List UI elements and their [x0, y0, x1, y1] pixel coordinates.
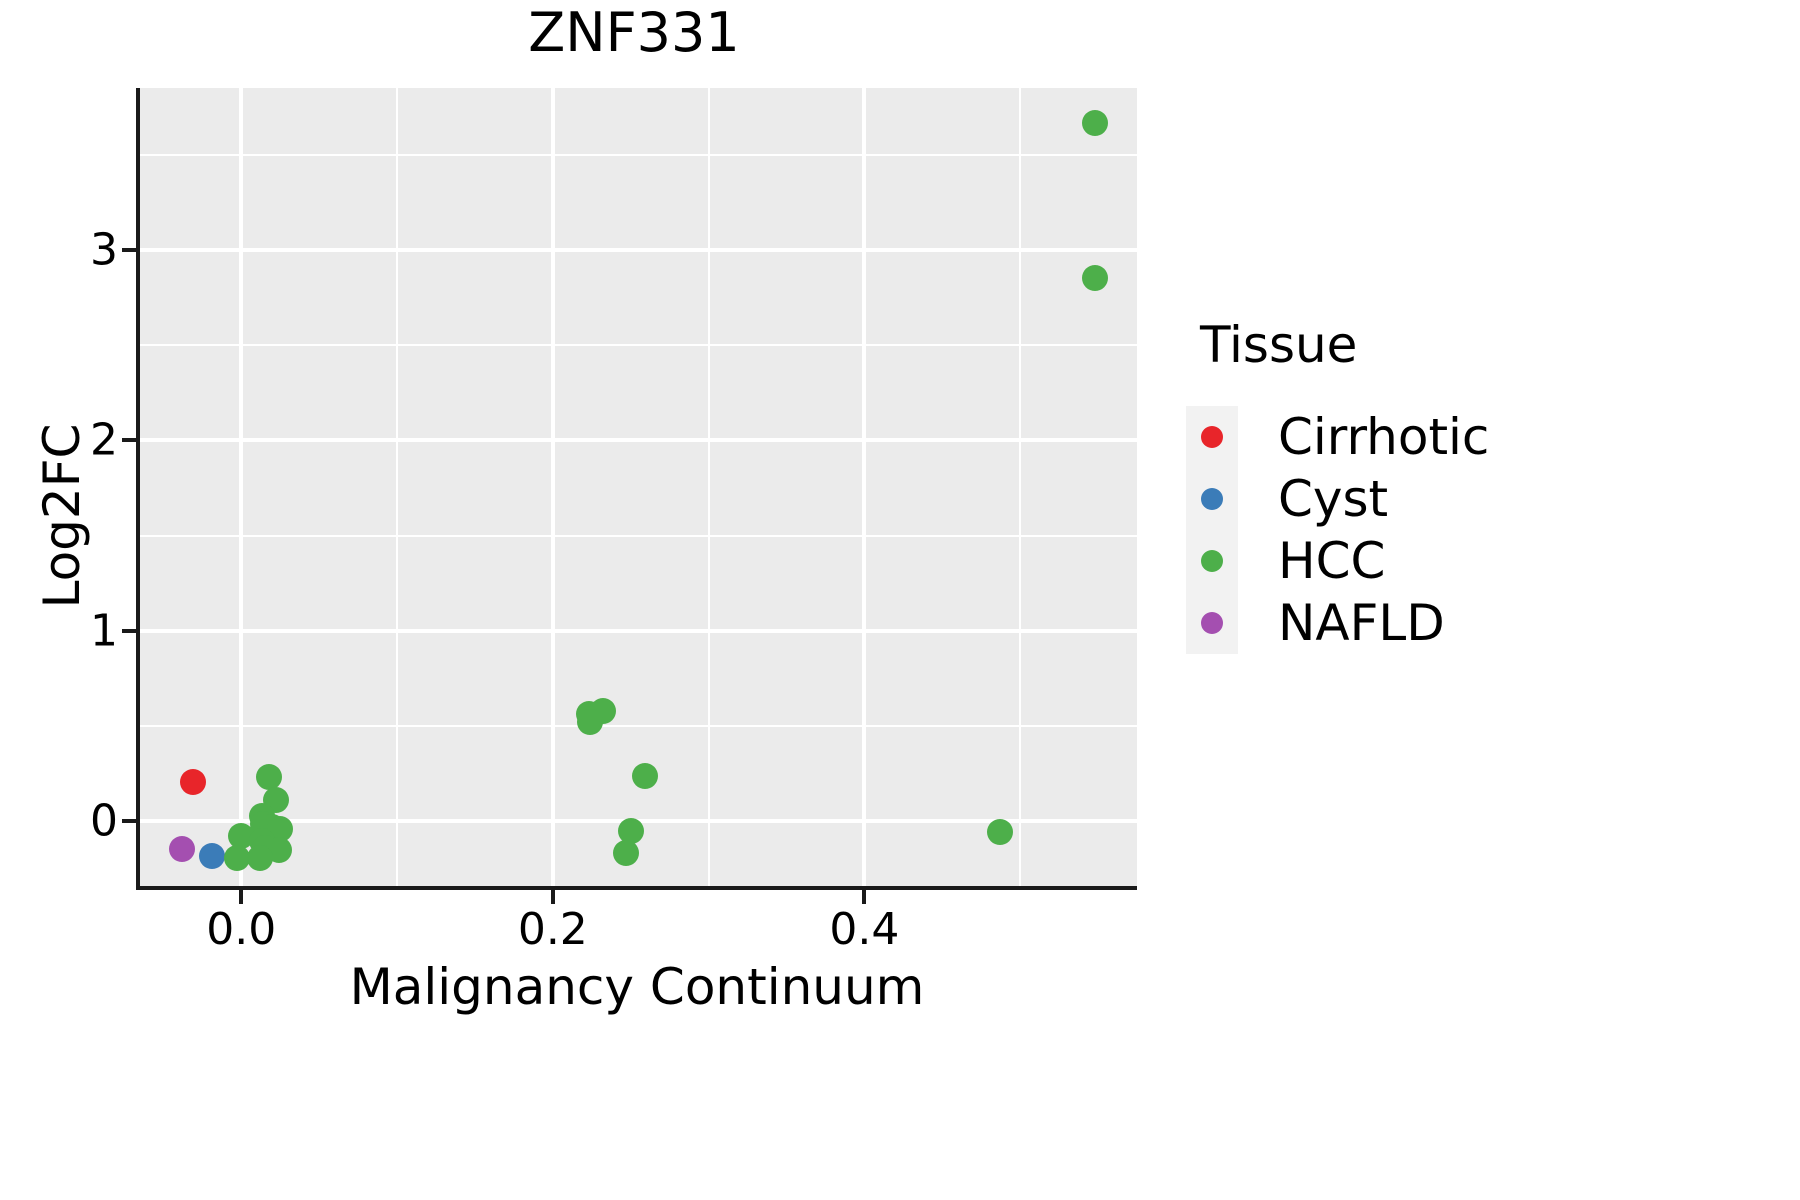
- legend-dot-icon: [1201, 550, 1223, 572]
- y-axis-line: [136, 88, 140, 886]
- legend: Tissue Cirrhotic Cyst HCC NAFLD: [1186, 320, 1786, 654]
- legend-item-label: Cyst: [1278, 470, 1389, 528]
- x-axis-tick-label: 0.0: [206, 904, 277, 955]
- data-point: [631, 762, 658, 789]
- x-axis-title: Malignancy Continuum: [349, 958, 925, 1016]
- gridline-major-horizontal: [140, 247, 1137, 252]
- legend-dot-icon: [1201, 426, 1223, 448]
- legend-dot-icon: [1201, 488, 1223, 510]
- legend-item-cyst[interactable]: Cyst: [1186, 468, 1786, 530]
- y-axis-tick: [122, 438, 136, 443]
- legend-dot-icon: [1201, 612, 1223, 634]
- gridline-minor-horizontal: [140, 344, 1137, 347]
- data-point: [577, 709, 604, 736]
- gridline-major-vertical: [550, 88, 555, 886]
- legend-item-hcc[interactable]: HCC: [1186, 530, 1786, 592]
- y-axis-tick-label: 3: [90, 224, 118, 276]
- legend-key-swatch: [1186, 592, 1238, 654]
- data-point: [223, 845, 250, 871]
- legend-key-swatch: [1186, 406, 1238, 468]
- data-point: [246, 845, 273, 872]
- gridline-minor-vertical: [707, 88, 710, 886]
- x-axis-line: [136, 886, 1137, 890]
- gridline-minor-horizontal: [140, 153, 1137, 156]
- y-axis-tick: [122, 247, 136, 252]
- gridline-major-vertical: [862, 88, 867, 886]
- y-axis-tick-label: 1: [90, 605, 118, 657]
- data-point: [169, 836, 196, 863]
- y-axis-tick-label: 0: [90, 795, 118, 847]
- data-point: [179, 769, 206, 796]
- data-point: [613, 839, 640, 866]
- legend-key-swatch: [1186, 530, 1238, 592]
- y-axis-title: Log2FC: [33, 423, 91, 609]
- x-axis-tick-label: 0.4: [829, 904, 900, 955]
- y-axis-tick: [122, 819, 136, 824]
- legend-items: Cirrhotic Cyst HCC NAFLD: [1186, 406, 1786, 654]
- gridline-minor-horizontal: [140, 725, 1137, 728]
- legend-key-swatch: [1186, 468, 1238, 530]
- legend-item-label: NAFLD: [1278, 594, 1445, 652]
- gridline-minor-vertical: [396, 88, 399, 886]
- y-axis-tick-label: 2: [90, 414, 118, 466]
- x-axis-tick: [550, 890, 555, 904]
- legend-item-nafld[interactable]: NAFLD: [1186, 592, 1786, 654]
- legend-item-cirrhotic[interactable]: Cirrhotic: [1186, 406, 1786, 468]
- legend-item-label: Cirrhotic: [1278, 408, 1490, 466]
- data-point: [617, 817, 644, 844]
- y-axis-tick: [122, 628, 136, 633]
- gridline-major-horizontal: [140, 628, 1137, 633]
- chart-title: ZNF331: [528, 1, 740, 64]
- data-point: [256, 764, 283, 791]
- gridline-major-horizontal: [140, 438, 1137, 443]
- data-point: [1081, 110, 1108, 137]
- x-axis-tick: [862, 890, 867, 904]
- data-point: [1081, 265, 1108, 292]
- x-axis-tick: [239, 890, 244, 904]
- plot-panel: [140, 88, 1137, 886]
- data-point: [198, 843, 225, 870]
- gridline-minor-horizontal: [140, 534, 1137, 537]
- data-point: [986, 818, 1013, 845]
- x-axis-tick-label: 0.2: [517, 904, 588, 955]
- legend-title: Tissue: [1200, 316, 1358, 374]
- gridline-major-vertical: [239, 88, 244, 886]
- gridline-minor-vertical: [1019, 88, 1022, 886]
- legend-item-label: HCC: [1278, 532, 1386, 590]
